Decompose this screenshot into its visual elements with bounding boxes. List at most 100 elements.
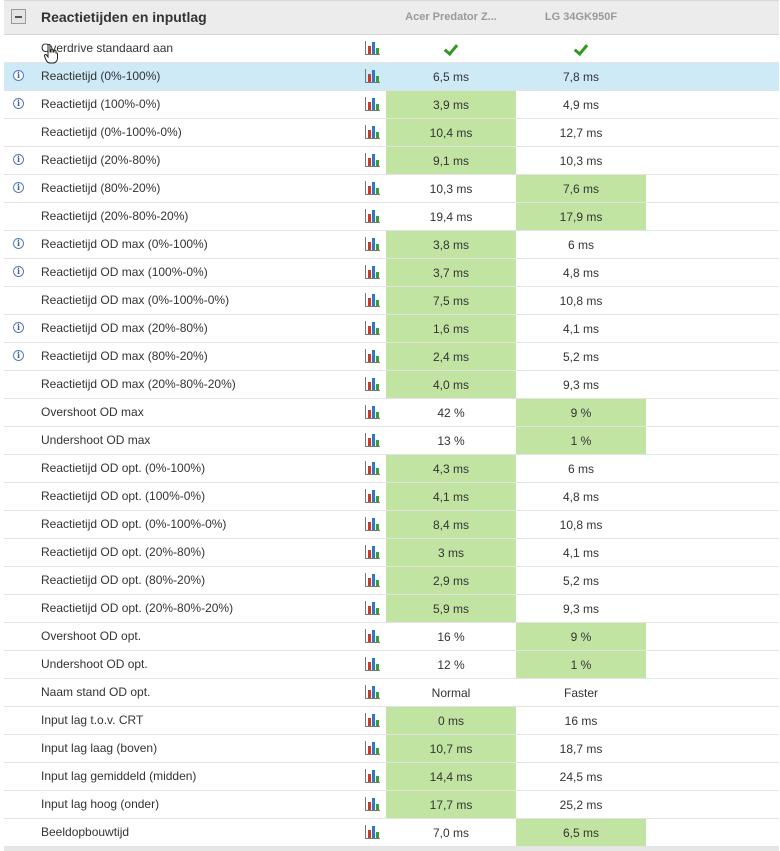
table-row[interactable]: Input lag hoog (onder) 17,7 ms 25,2 ms: [4, 791, 779, 819]
cell-value: 9,3 ms: [562, 601, 599, 616]
cell-value: 7,5 ms: [432, 293, 469, 308]
table-row[interactable]: Undershoot OD max 13 % 1 %: [4, 427, 779, 455]
bar-chart-icon[interactable]: [365, 489, 380, 503]
value-cell-product-2: 9,3 ms: [516, 595, 646, 622]
info-icon[interactable]: i: [13, 154, 24, 165]
bar-chart-icon[interactable]: [365, 657, 380, 671]
info-icon[interactable]: i: [13, 266, 24, 277]
cell-value: 42 %: [437, 405, 465, 420]
table-row[interactable]: i Reactietijd (80%-20%) 10,3 ms 7,6 ms: [4, 175, 779, 203]
table-row[interactable]: Reactietijd OD max (0%-100%-0%) 7,5 ms 10,…: [4, 287, 779, 315]
info-icon[interactable]: i: [13, 98, 24, 109]
row-label: Overdrive standaard aan: [41, 41, 174, 55]
table-row[interactable]: i Reactietijd OD max (20%-80%) 1,6 ms 4,1 m…: [4, 315, 779, 343]
checkmark-icon: [575, 43, 588, 54]
bar-chart-icon[interactable]: [365, 713, 380, 727]
row-label: Reactietijd OD opt. (20%-80%): [41, 545, 206, 559]
collapse-section-button[interactable]: [11, 9, 26, 24]
bar-chart-icon[interactable]: [365, 41, 380, 55]
info-icon[interactable]: i: [13, 182, 24, 193]
table-row[interactable]: Reactietijd OD opt. (20%-80%) 3 ms 4,1 ms: [4, 539, 779, 567]
table-row[interactable]: i Reactietijd OD max (0%-100%) 3,8 ms 6 ms: [4, 231, 779, 259]
bar-chart-icon[interactable]: [365, 97, 380, 111]
bar-chart-icon[interactable]: [365, 293, 380, 307]
bar-chart-icon[interactable]: [365, 321, 380, 335]
table-row[interactable]: Reactietijd (20%-80%-20%) 19,4 ms 17,9 ms: [4, 203, 779, 231]
table-row[interactable]: Input lag t.o.v. CRT 0 ms 16 ms: [4, 707, 779, 735]
bar-chart-icon[interactable]: [365, 629, 380, 643]
table-row[interactable]: i Reactietijd (100%-0%) 3,9 ms 4,9 ms: [4, 91, 779, 119]
bar-chart-icon[interactable]: [365, 237, 380, 251]
bar-chart-icon[interactable]: [365, 573, 380, 587]
row-label: Reactietijd (80%-20%): [41, 181, 161, 195]
bar-chart-icon[interactable]: [365, 545, 380, 559]
bar-chart-icon[interactable]: [365, 517, 380, 531]
value-cell-product-1: 2,4 ms: [386, 343, 516, 370]
cell-value: 1,6 ms: [432, 321, 469, 336]
table-row[interactable]: i Reactietijd OD max (80%-20%) 2,4 ms 5,2 m…: [4, 343, 779, 371]
table-row[interactable]: Beeldopbouwtijd 7,0 ms 6,5 ms: [4, 819, 779, 847]
value-cell-product-2: 24,5 ms: [516, 763, 646, 790]
cell-value: 4,0 ms: [432, 377, 469, 392]
bar-chart-icon[interactable]: [365, 265, 380, 279]
bar-chart-icon[interactable]: [365, 377, 380, 391]
table-row[interactable]: Overshoot OD opt. 16 % 9 %: [4, 623, 779, 651]
table-row[interactable]: Reactietijd (0%-100%-0%) 10,4 ms 12,7 ms: [4, 119, 779, 147]
cell-value: Faster: [563, 685, 598, 700]
cell-value: 14,4 ms: [429, 769, 473, 784]
bar-chart-icon[interactable]: [365, 797, 380, 811]
table-row[interactable]: Undershoot OD opt. 12 % 1 %: [4, 651, 779, 679]
value-cell-product-2: 5,2 ms: [516, 567, 646, 594]
bar-chart-icon[interactable]: [365, 601, 380, 615]
table-row[interactable]: i Reactietijd OD max (100%-0%) 3,7 ms 4,8 m…: [4, 259, 779, 287]
cell-value: 9,3 ms: [562, 377, 599, 392]
value-cell-product-1: 3 ms: [386, 539, 516, 566]
bar-chart-icon[interactable]: [365, 741, 380, 755]
table-row[interactable]: Reactietijd OD opt. (0%-100%) 4,3 ms 6 ms: [4, 455, 779, 483]
value-cell-product-1: 2,9 ms: [386, 567, 516, 594]
table-row[interactable]: i Reactietijd (0%-100%) 6,5 ms 7,8 ms: [4, 63, 779, 91]
bar-chart-icon[interactable]: [365, 769, 380, 783]
cell-value: 12,7 ms: [559, 125, 603, 140]
column-header-product-1[interactable]: Acer Predator Z...: [405, 11, 497, 23]
bar-chart-icon[interactable]: [365, 153, 380, 167]
table-row[interactable]: Input lag laag (boven) 10,7 ms 18,7 ms: [4, 735, 779, 763]
bar-chart-icon[interactable]: [365, 349, 380, 363]
row-label: Reactietijd (0%-100%): [41, 69, 161, 83]
cell-value: 4,1 ms: [562, 321, 599, 336]
section-title: Reactietijden en inputlag: [41, 9, 207, 25]
table-row[interactable]: Reactietijd OD opt. (0%-100%-0%) 8,4 ms 10…: [4, 511, 779, 539]
value-cell-product-1: 10,7 ms: [386, 735, 516, 762]
table-row[interactable]: Reactietijd OD opt. (20%-80%-20%) 5,9 ms 9…: [4, 595, 779, 623]
table-row[interactable]: Overdrive standaard aan: [4, 35, 779, 63]
bar-chart-icon[interactable]: [365, 69, 380, 83]
cell-value: 12 %: [437, 657, 465, 672]
table-row[interactable]: i Reactietijd (20%-80%) 9,1 ms 10,3 ms: [4, 147, 779, 175]
bar-chart-icon[interactable]: [365, 181, 380, 195]
table-row[interactable]: Naam stand OD opt. Normal Faster: [4, 679, 779, 707]
cell-value: 3,8 ms: [432, 237, 469, 252]
table-row[interactable]: Overshoot OD max 42 % 9 %: [4, 399, 779, 427]
value-cell-product-1: 5,9 ms: [386, 595, 516, 622]
info-icon[interactable]: i: [13, 70, 24, 81]
value-cell-product-1: 4,1 ms: [386, 483, 516, 510]
cell-value: 18,7 ms: [559, 741, 603, 756]
info-icon[interactable]: i: [13, 322, 24, 333]
table-row[interactable]: Input lag gemiddeld (midden) 14,4 ms 24,5 …: [4, 763, 779, 791]
bar-chart-icon[interactable]: [365, 461, 380, 475]
bar-chart-icon[interactable]: [365, 405, 380, 419]
table-row[interactable]: Reactietijd OD max (20%-80%-20%) 4,0 ms 9,…: [4, 371, 779, 399]
table-row[interactable]: Reactietijd OD opt. (80%-20%) 2,9 ms 5,2 m…: [4, 567, 779, 595]
bar-chart-icon[interactable]: [365, 433, 380, 447]
bar-chart-icon[interactable]: [365, 125, 380, 139]
bar-chart-icon[interactable]: [365, 209, 380, 223]
hand-cursor-icon: [44, 44, 58, 64]
row-label: Reactietijd (20%-80%-20%): [41, 209, 189, 223]
info-icon[interactable]: i: [13, 238, 24, 249]
cell-value: 10,8 ms: [559, 517, 603, 532]
bar-chart-icon[interactable]: [365, 685, 380, 699]
column-header-product-2[interactable]: LG 34GK950F: [544, 11, 618, 23]
info-icon[interactable]: i: [13, 350, 24, 361]
bar-chart-icon[interactable]: [365, 825, 380, 839]
table-row[interactable]: Reactietijd OD opt. (100%-0%) 4,1 ms 4,8 m…: [4, 483, 779, 511]
